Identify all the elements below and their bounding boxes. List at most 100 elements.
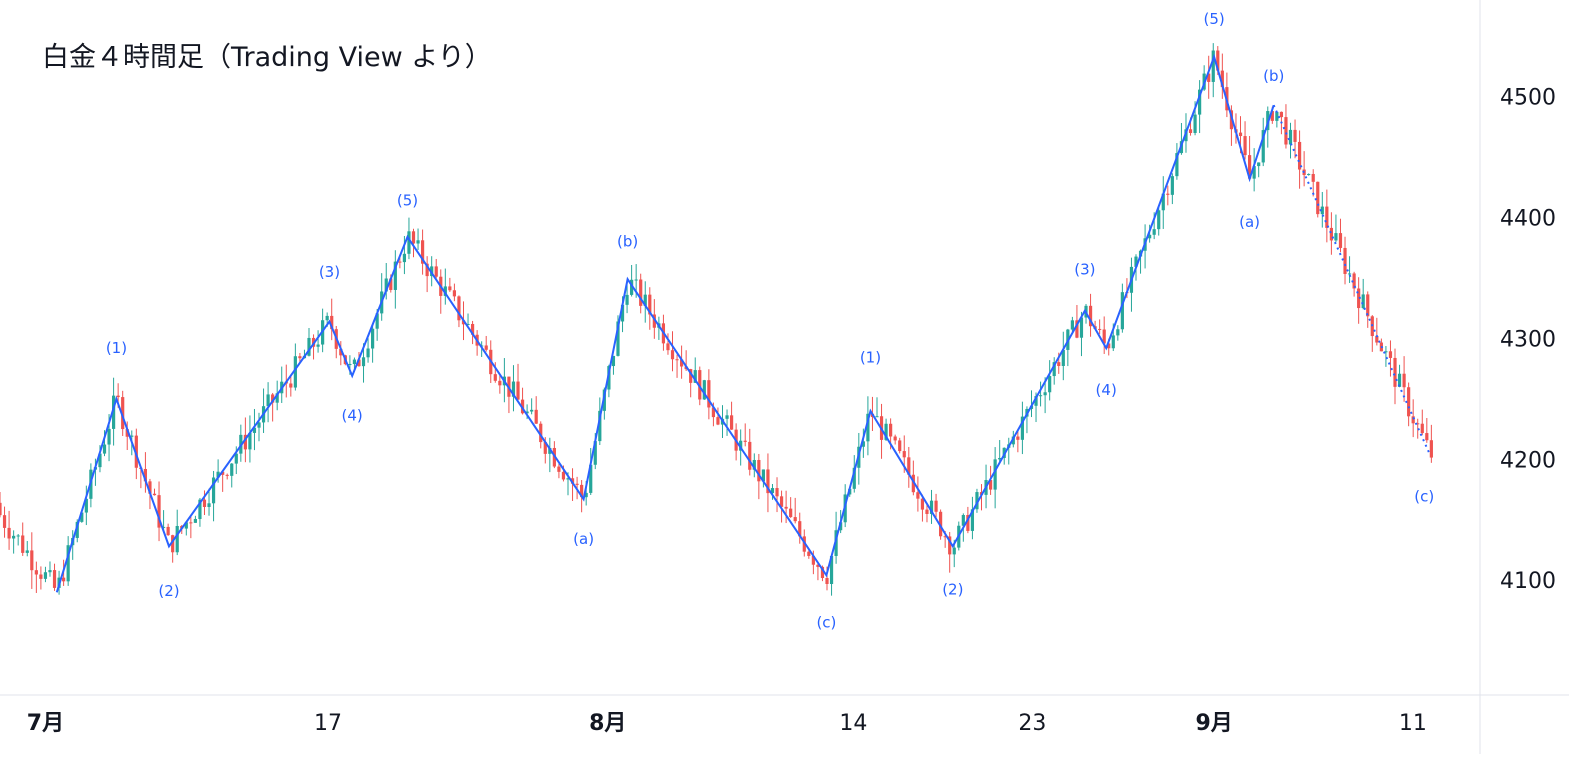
candle-body [557, 466, 561, 472]
candle-body [375, 313, 379, 329]
candle-body [757, 459, 761, 482]
candle-body [1061, 349, 1065, 366]
candle-body [1016, 436, 1020, 440]
wave-label: (a) [1239, 213, 1260, 231]
candle-body [998, 457, 1002, 460]
candle-body [252, 427, 257, 433]
candle-body [230, 463, 234, 476]
candle-body [561, 471, 566, 480]
candle-body [639, 279, 643, 306]
candle-body [1193, 114, 1197, 133]
candle-body [975, 492, 979, 510]
candle-body [1384, 351, 1388, 353]
candle-body [1107, 343, 1111, 349]
time-axis[interactable]: 7月 17 8月 14 23 9月 11 [27, 711, 1427, 736]
candle-body [1420, 423, 1424, 434]
candle-body [670, 350, 675, 360]
candle-body [566, 478, 570, 480]
candle-body [625, 294, 629, 305]
candle-body [630, 279, 634, 295]
candle-body [1188, 129, 1193, 133]
candle-body [361, 357, 366, 367]
candle-body [1070, 320, 1074, 330]
candle-body [1043, 392, 1047, 396]
candle-body [234, 453, 238, 464]
candle-body [643, 294, 647, 306]
candle-body [948, 536, 952, 555]
candle-body [575, 483, 579, 485]
time-tick-label: 11 [1399, 711, 1427, 736]
candle-body [293, 356, 297, 388]
price-tick-label: 4400 [1500, 207, 1556, 232]
candle-body [1284, 117, 1288, 145]
wave-label: (4) [342, 407, 363, 425]
candle-body [943, 536, 947, 538]
candle-body [620, 304, 625, 322]
candle-body [589, 464, 593, 493]
candle-body [470, 323, 475, 335]
wave-line-dotted[interactable] [1272, 104, 1431, 455]
candle-body [134, 435, 138, 468]
wave-label: (5) [397, 191, 418, 209]
time-tick-label: 8月 [589, 711, 626, 736]
candle-body [1352, 273, 1356, 289]
time-tick-label: 14 [839, 711, 867, 736]
candle-body [257, 422, 261, 428]
candle-body [420, 240, 425, 264]
candle-body [1316, 181, 1320, 215]
candle-body [884, 423, 888, 440]
candle-body [366, 348, 370, 358]
candle-body [825, 578, 829, 584]
candle-body [925, 509, 929, 514]
candle-body [543, 442, 547, 454]
candle-body [834, 530, 838, 556]
candle-body [266, 394, 270, 407]
candle-body [520, 399, 525, 414]
candle-body [1088, 305, 1093, 327]
candle-body [1075, 320, 1079, 338]
candle-body [1170, 176, 1174, 195]
wave-label: (c) [816, 613, 836, 631]
candle-body [907, 457, 911, 475]
candle-body [221, 471, 225, 475]
wave-label: (c) [1414, 488, 1434, 506]
candle-body [1057, 362, 1061, 366]
candle-body [861, 441, 865, 447]
candle-body [580, 484, 584, 498]
candle-body [357, 359, 361, 367]
candle-body [916, 492, 920, 499]
candle-body [889, 423, 893, 437]
candle-body [98, 453, 102, 468]
wave-lines-layer [55, 53, 1431, 593]
candle-body [761, 469, 765, 482]
candle-body [1098, 328, 1102, 330]
candle-body [716, 417, 720, 425]
candle-body [102, 444, 107, 454]
candle-body [748, 441, 752, 470]
candle-body [784, 506, 788, 509]
candle-body [443, 286, 447, 296]
candle-body [852, 467, 856, 489]
candle-body [121, 397, 125, 430]
candle-body [1052, 362, 1056, 377]
candle-body [1407, 387, 1411, 417]
candle-body [271, 394, 275, 403]
candle-body [466, 323, 470, 325]
wave-line[interactable] [55, 53, 1275, 593]
candle-body [107, 428, 111, 445]
candle-body [539, 423, 543, 443]
candle-body [339, 348, 343, 356]
candle-body [911, 474, 915, 493]
candle-body [225, 474, 229, 476]
candle-body [902, 451, 906, 458]
price-tick-label: 4300 [1500, 327, 1556, 352]
wave-label: (1) [106, 339, 127, 357]
candle-body [52, 570, 57, 588]
price-axis[interactable]: 4100 4200 4300 4400 4500 [1500, 86, 1556, 594]
candle-body [707, 380, 711, 408]
candle-body [893, 436, 897, 441]
candle-body [1334, 233, 1338, 241]
candle-body [1120, 292, 1124, 330]
